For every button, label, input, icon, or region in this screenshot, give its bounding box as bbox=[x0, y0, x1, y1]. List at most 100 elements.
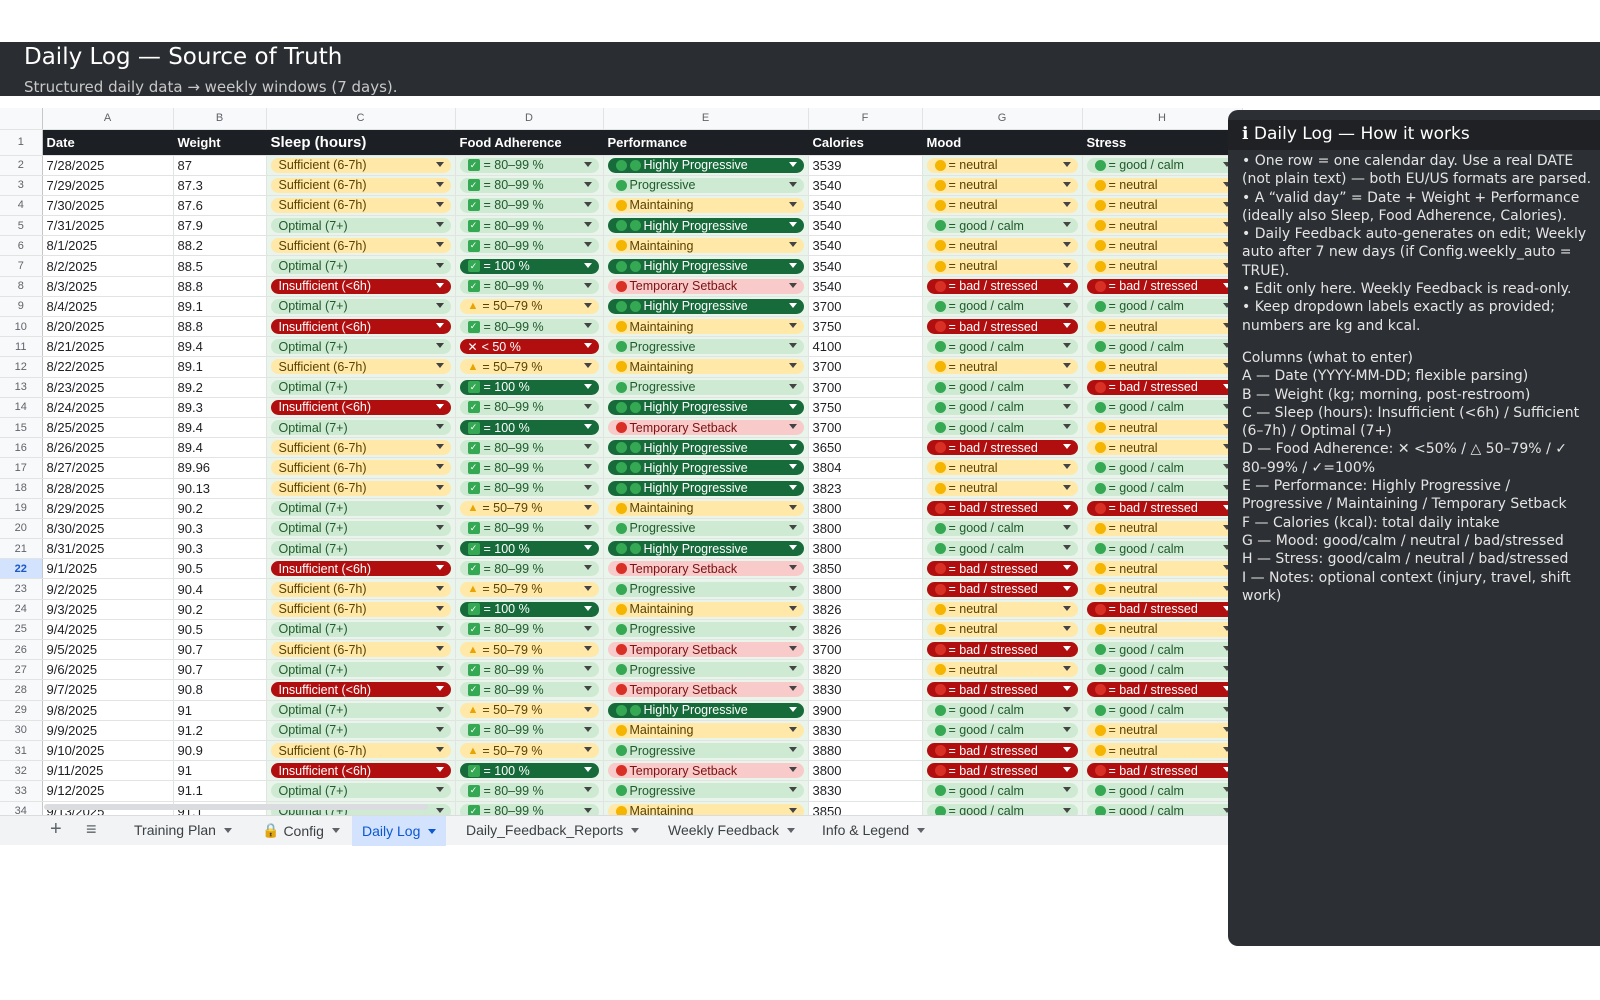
cell-date[interactable]: 7/28/2025 bbox=[42, 155, 174, 176]
cell-sleep[interactable]: Insufficient (<6h) bbox=[266, 276, 456, 297]
performance-dropdown-chip[interactable]: Progressive bbox=[607, 379, 804, 395]
cell-date[interactable]: 9/2/2025 bbox=[42, 578, 174, 600]
sleep-dropdown-chip[interactable]: Optimal (7+) bbox=[270, 722, 451, 738]
cell-performance[interactable]: Highly Progressive bbox=[603, 437, 809, 459]
cell-performance[interactable]: Highly Progressive bbox=[603, 397, 809, 418]
mood-dropdown-chip[interactable]: = good / calm bbox=[926, 298, 1078, 314]
cell-performance[interactable]: Progressive bbox=[603, 175, 809, 196]
sleep-dropdown-chip[interactable]: Sufficient (6-7h) bbox=[270, 480, 451, 496]
stress-dropdown-chip[interactable]: = bad / stressed bbox=[1086, 682, 1238, 698]
sleep-dropdown-chip[interactable]: Optimal (7+) bbox=[270, 339, 451, 355]
cell-sleep[interactable]: Sufficient (6-7h) bbox=[266, 155, 456, 176]
cell-weight[interactable]: 89.1 bbox=[173, 356, 267, 378]
cell-performance[interactable]: Temporary Setback bbox=[603, 679, 809, 701]
stress-dropdown-chip[interactable]: = neutral bbox=[1086, 359, 1238, 375]
cell-weight[interactable]: 87.9 bbox=[173, 215, 267, 237]
cell-performance[interactable]: Maintaining bbox=[603, 356, 809, 378]
cell-calories[interactable]: 3800 bbox=[808, 760, 923, 782]
cell-stress[interactable]: = bad / stressed bbox=[1082, 599, 1243, 620]
row-number[interactable]: 3 bbox=[0, 175, 43, 196]
cell-mood[interactable]: = neutral bbox=[922, 478, 1083, 499]
header-food[interactable]: Food Adherence bbox=[455, 129, 604, 156]
performance-dropdown-chip[interactable]: Highly Progressive bbox=[607, 702, 804, 718]
cell-sleep[interactable]: Insufficient (<6h) bbox=[266, 558, 456, 580]
cell-food-adherence[interactable]: ✓ = 80–99 % bbox=[455, 155, 604, 176]
mood-dropdown-chip[interactable]: = neutral bbox=[926, 258, 1078, 274]
food-dropdown-chip[interactable]: ✓ = 80–99 % bbox=[459, 238, 599, 254]
cell-food-adherence[interactable]: ✓ = 80–99 % bbox=[455, 720, 604, 741]
cell-mood[interactable]: = bad / stressed bbox=[922, 760, 1083, 782]
cell-performance[interactable]: Progressive bbox=[603, 619, 809, 641]
cell-weight[interactable]: 89.4 bbox=[173, 437, 267, 459]
column-header-h[interactable]: H bbox=[1082, 108, 1243, 130]
cell-sleep[interactable]: Optimal (7+) bbox=[266, 215, 456, 237]
performance-dropdown-chip[interactable]: Highly Progressive bbox=[607, 480, 804, 496]
food-dropdown-chip[interactable]: ▲ = 50–79 % bbox=[459, 298, 599, 314]
column-header-a[interactable]: A bbox=[42, 108, 174, 130]
cell-stress[interactable]: = neutral bbox=[1082, 417, 1243, 439]
mood-dropdown-chip[interactable]: = good / calm bbox=[926, 702, 1078, 718]
cell-date[interactable]: 8/26/2025 bbox=[42, 437, 174, 459]
column-header-b[interactable]: B bbox=[173, 108, 267, 130]
cell-calories[interactable]: 3650 bbox=[808, 437, 923, 459]
cell-sleep[interactable]: Optimal (7+) bbox=[266, 700, 456, 721]
mood-dropdown-chip[interactable]: = neutral bbox=[926, 601, 1078, 617]
food-dropdown-chip[interactable]: ✓ = 80–99 % bbox=[459, 278, 599, 294]
cell-calories[interactable]: 3540 bbox=[808, 195, 923, 217]
cell-sleep[interactable]: Optimal (7+) bbox=[266, 518, 456, 540]
cell-stress[interactable]: = neutral bbox=[1082, 316, 1243, 338]
cell-performance[interactable]: Progressive bbox=[603, 518, 809, 540]
cell-calories[interactable]: 3540 bbox=[808, 215, 923, 237]
cell-food-adherence[interactable]: ✓ = 100 % bbox=[455, 377, 604, 398]
cell-calories[interactable]: 3539 bbox=[808, 155, 923, 176]
sleep-dropdown-chip[interactable]: Optimal (7+) bbox=[270, 298, 451, 314]
cell-mood[interactable]: = neutral bbox=[922, 457, 1083, 479]
cell-performance[interactable]: Maintaining bbox=[603, 498, 809, 519]
cell-food-adherence[interactable]: ✓ = 80–99 % bbox=[455, 276, 604, 297]
cell-weight[interactable]: 89.1 bbox=[173, 296, 267, 318]
cell-sleep[interactable]: Optimal (7+) bbox=[266, 498, 456, 519]
cell-performance[interactable]: Progressive bbox=[603, 336, 809, 358]
tab-info-legend[interactable]: Info & Legend bbox=[822, 822, 926, 838]
sleep-dropdown-chip[interactable]: Sufficient (6-7h) bbox=[270, 460, 451, 476]
cell-mood[interactable]: = good / calm bbox=[922, 538, 1083, 560]
cell-sleep[interactable]: Optimal (7+) bbox=[266, 296, 456, 318]
cell-weight[interactable]: 90.5 bbox=[173, 558, 267, 580]
cell-calories[interactable]: 3823 bbox=[808, 478, 923, 499]
cell-stress[interactable]: = good / calm bbox=[1082, 336, 1243, 358]
stress-dropdown-chip[interactable]: = neutral bbox=[1086, 561, 1238, 577]
cell-mood[interactable]: = neutral bbox=[922, 235, 1083, 257]
horizontal-scrollbar[interactable] bbox=[44, 804, 428, 810]
performance-dropdown-chip[interactable]: Highly Progressive bbox=[607, 258, 804, 274]
cell-calories[interactable]: 3900 bbox=[808, 700, 923, 721]
performance-dropdown-chip[interactable]: Maintaining bbox=[607, 500, 804, 516]
tab-daily-feedback-reports[interactable]: Daily_Feedback_Reports bbox=[466, 822, 640, 838]
cell-stress[interactable]: = neutral bbox=[1082, 356, 1243, 378]
cell-weight[interactable]: 90.3 bbox=[173, 518, 267, 540]
sleep-dropdown-chip[interactable]: Sufficient (6-7h) bbox=[270, 743, 451, 759]
performance-dropdown-chip[interactable]: Progressive bbox=[607, 520, 804, 536]
cell-weight[interactable]: 91 bbox=[173, 700, 267, 721]
cell-stress[interactable]: = good / calm bbox=[1082, 296, 1243, 318]
cell-food-adherence[interactable]: ▲ = 50–79 % bbox=[455, 578, 604, 600]
cell-weight[interactable]: 90.7 bbox=[173, 639, 267, 661]
cell-calories[interactable]: 3800 bbox=[808, 498, 923, 519]
stress-dropdown-chip[interactable]: = neutral bbox=[1086, 197, 1238, 213]
cell-food-adherence[interactable]: ✓ = 80–99 % bbox=[455, 558, 604, 580]
cell-calories[interactable]: 3700 bbox=[808, 417, 923, 439]
food-dropdown-chip[interactable]: ▲ = 50–79 % bbox=[459, 581, 599, 597]
cell-weight[interactable]: 87 bbox=[173, 155, 267, 176]
mood-dropdown-chip[interactable]: = bad / stressed bbox=[926, 642, 1078, 658]
performance-dropdown-chip[interactable]: Temporary Setback bbox=[607, 278, 804, 294]
food-dropdown-chip[interactable]: ✓ = 80–99 % bbox=[459, 662, 599, 678]
cell-weight[interactable]: 88.5 bbox=[173, 255, 267, 277]
sleep-dropdown-chip[interactable]: Sufficient (6-7h) bbox=[270, 238, 451, 254]
cell-sleep[interactable]: Sufficient (6-7h) bbox=[266, 235, 456, 257]
cell-weight[interactable]: 90.2 bbox=[173, 498, 267, 519]
cell-calories[interactable]: 3700 bbox=[808, 296, 923, 318]
sleep-dropdown-chip[interactable]: Optimal (7+) bbox=[270, 258, 451, 274]
food-dropdown-chip[interactable]: ✓ = 100 % bbox=[459, 601, 599, 617]
cell-food-adherence[interactable]: ▲ = 50–79 % bbox=[455, 356, 604, 378]
performance-dropdown-chip[interactable]: Progressive bbox=[607, 177, 804, 193]
stress-dropdown-chip[interactable]: = neutral bbox=[1086, 743, 1238, 759]
